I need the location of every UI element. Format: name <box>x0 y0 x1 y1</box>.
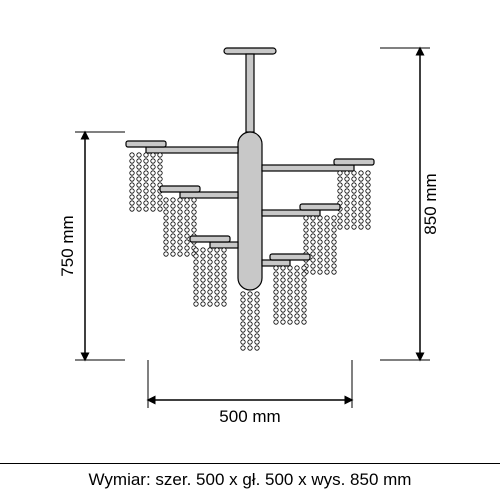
caption-text: Wymiar: szer. 500 x gł. 500 x wys. 850 m… <box>0 463 500 490</box>
bead-strand <box>302 266 306 324</box>
bead-strand <box>352 171 356 229</box>
arm-cap <box>334 159 374 165</box>
arm-cap <box>190 236 230 242</box>
bead-strand <box>325 216 329 274</box>
bead-strand <box>130 153 134 211</box>
bead-strand <box>318 216 322 274</box>
arm-cap <box>270 254 310 260</box>
ceiling-cap <box>224 48 276 54</box>
bead-strand <box>281 266 285 324</box>
bead-strand <box>332 216 336 274</box>
arm <box>262 254 310 324</box>
dimension-label: 500 mm <box>219 407 280 426</box>
bead-strand <box>192 198 196 256</box>
bead-strand <box>215 248 219 306</box>
dimension: 850 mm <box>380 48 440 360</box>
arm-cap <box>300 204 340 210</box>
dimension-label: 750 mm <box>58 215 77 276</box>
bead-strand <box>194 248 198 306</box>
arm-cap <box>160 186 200 192</box>
bead-strand <box>345 171 349 229</box>
bead-strand <box>311 216 315 274</box>
bead-strand <box>288 266 292 324</box>
bead-strand <box>171 198 175 256</box>
bead-strand <box>274 266 278 324</box>
bead-strand <box>248 292 252 350</box>
down-rod <box>246 54 254 132</box>
bead-strand <box>185 198 189 256</box>
bead-strand <box>255 292 259 350</box>
arm <box>190 236 238 306</box>
bead-strand <box>359 171 363 229</box>
bead-strand <box>164 198 168 256</box>
bead-strand <box>241 292 245 350</box>
main-body <box>238 132 262 290</box>
bead-strand <box>366 171 370 229</box>
bead-strand <box>178 198 182 256</box>
dimension: 750 mm <box>58 132 125 360</box>
bead-strand <box>338 171 342 229</box>
bead-strand <box>222 248 226 306</box>
bead-strand <box>137 153 141 211</box>
bead-strand <box>144 153 148 211</box>
dimension: 500 mm <box>148 360 352 426</box>
bead-strand <box>208 248 212 306</box>
bead-strand <box>201 248 205 306</box>
arm-cap <box>126 141 166 147</box>
bead-strand <box>295 266 299 324</box>
bead-strand <box>151 153 155 211</box>
bead-strand <box>158 153 162 211</box>
bead-strand <box>304 216 308 274</box>
dimension-label: 850 mm <box>421 173 440 234</box>
